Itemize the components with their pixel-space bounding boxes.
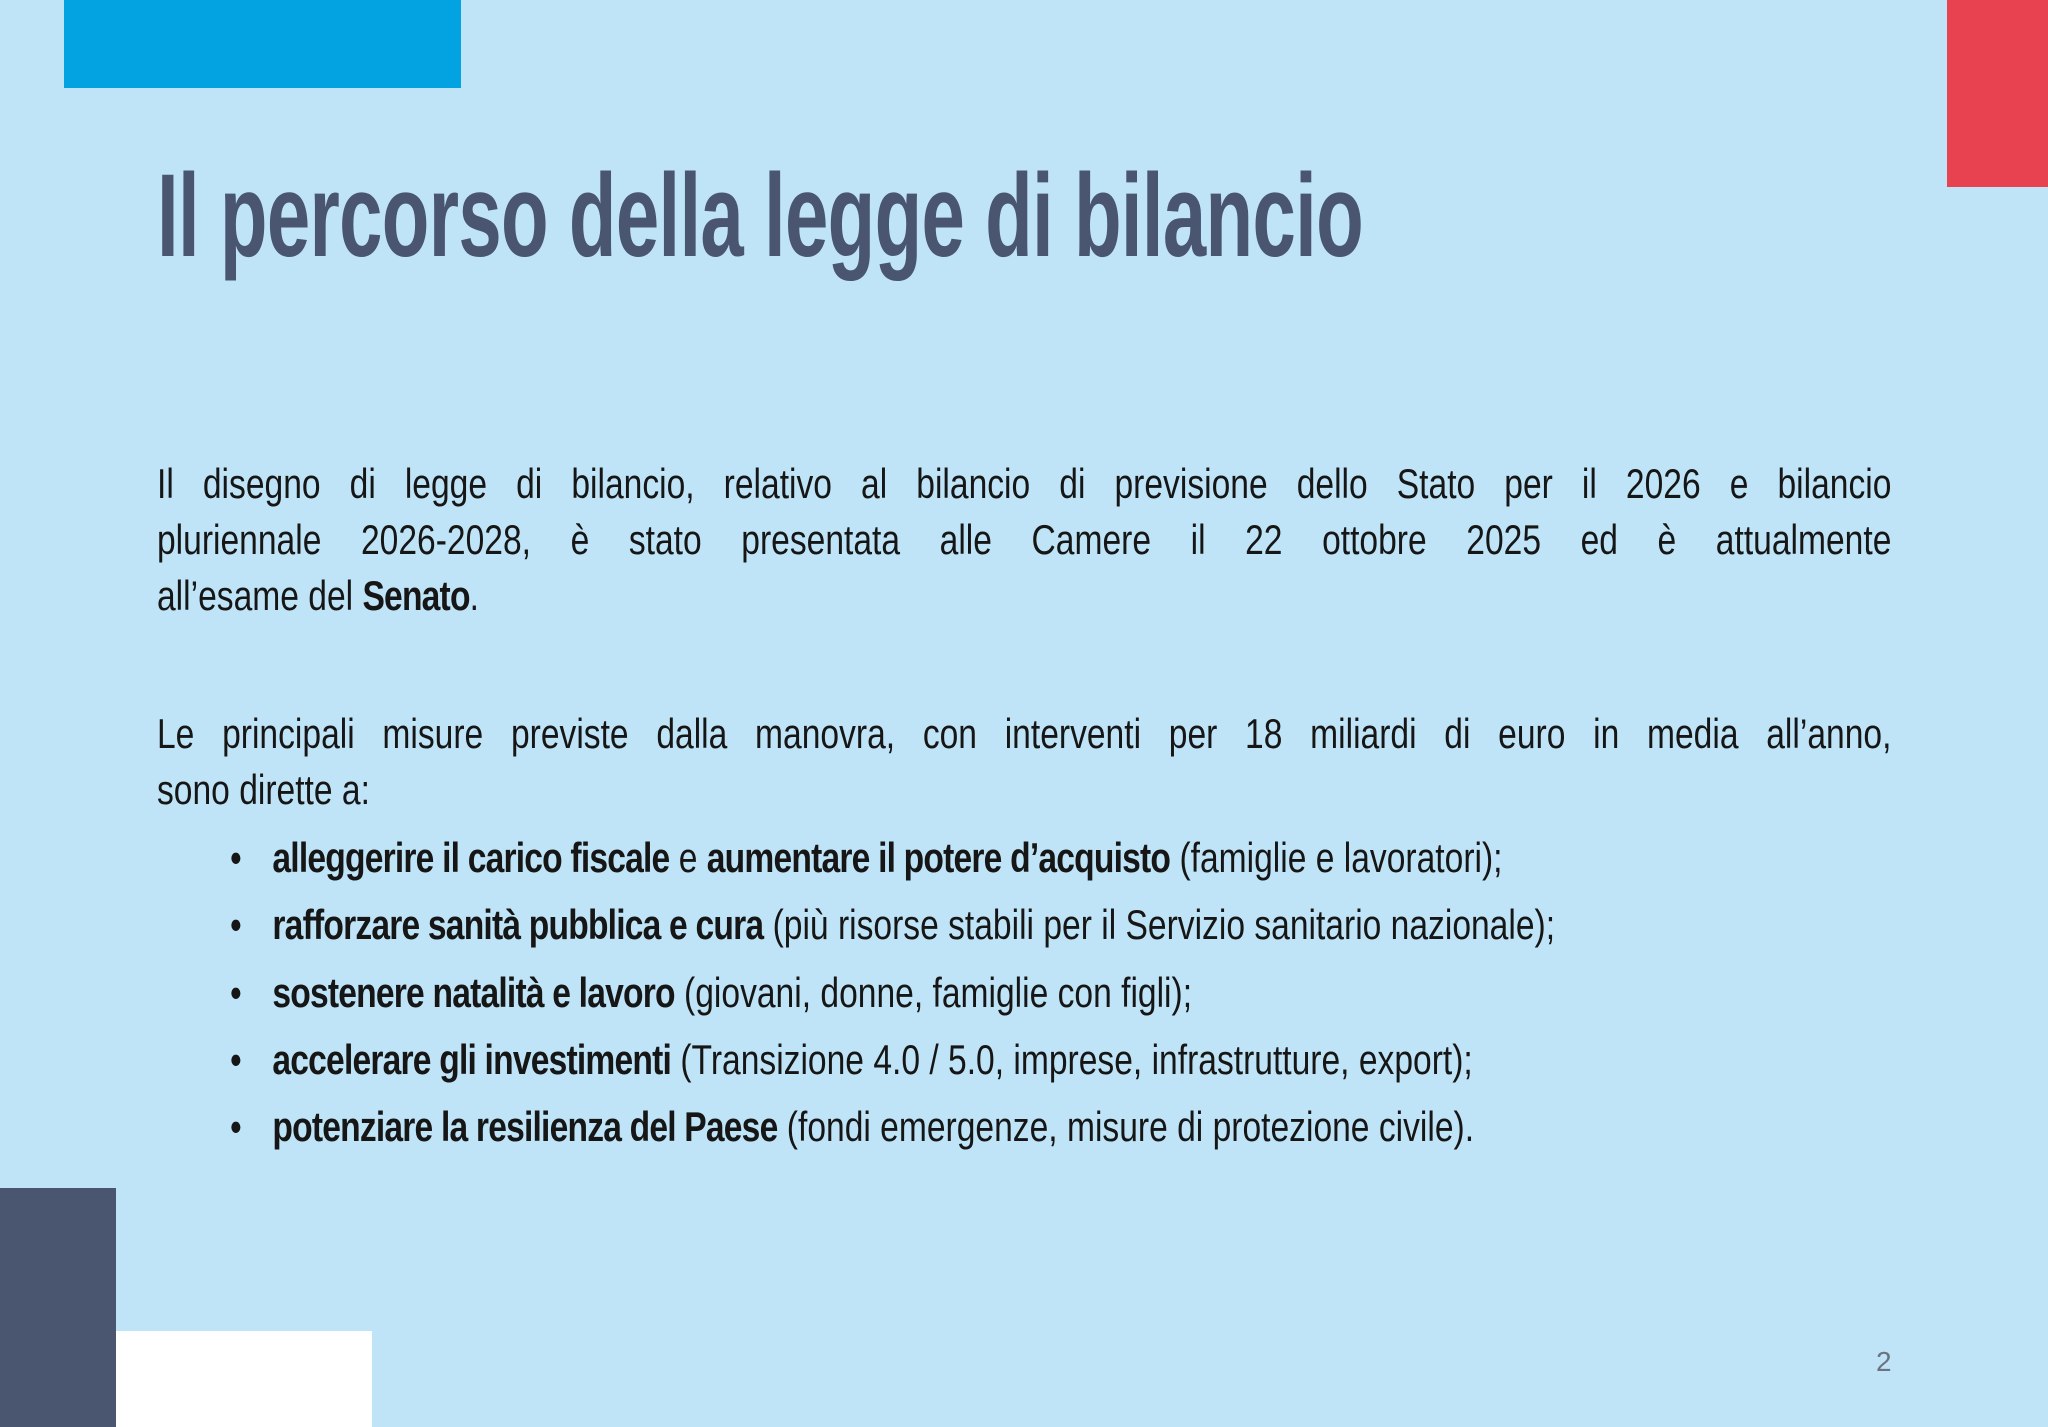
intro-line-3-text: all’esame del: [157, 572, 363, 619]
decor-red-block: [1947, 0, 2048, 187]
item-text: (giovani, donne, famiglie con figli);: [674, 968, 1193, 1016]
measures-line-2: sono dirette a:: [157, 766, 370, 813]
bullet-icon: •: [230, 834, 242, 881]
item-text: e: [669, 834, 707, 881]
intro-line-1: Il disegno di legge di bilancio, relativ…: [157, 460, 1892, 507]
item-bold: potenziare la resilienza del Paese: [272, 1103, 778, 1151]
item-bold: alleggerire il carico fiscale: [272, 834, 670, 881]
item-text: (Transizione 4.0 / 5.0, imprese, infrast…: [671, 1035, 1473, 1083]
measures-list: • alleggerire il carico fiscale e aumenta…: [230, 830, 1555, 1166]
item-bold: accelerare gli investimenti: [272, 1035, 672, 1083]
intro-line-3-end: .: [469, 572, 480, 619]
list-item: • alleggerire il carico fiscale e aumenta…: [230, 830, 1555, 897]
decor-dark-block: [0, 1188, 116, 1427]
intro-paragraph: Il disegno di legge di bilancio, relativ…: [157, 456, 1891, 624]
item-text: (più risorse stabili per il Servizio san…: [763, 901, 1556, 949]
list-item: • accelerare gli investimenti (Transizion…: [230, 1032, 1555, 1099]
bullet-icon: •: [230, 1103, 242, 1151]
bullet-icon: •: [230, 968, 242, 1016]
item-text: (famiglie e lavoratori);: [1170, 834, 1503, 881]
measures-paragraph: Le principali misure previste dalla mano…: [157, 706, 1891, 818]
intro-line-2: pluriennale 2026-2028, è stato presentat…: [157, 516, 1892, 563]
measures-line-1: Le principali misure previste dalla mano…: [157, 710, 1892, 757]
slide-title: Il percorso della legge di bilancio: [157, 150, 1364, 282]
decor-white-block: [116, 1331, 372, 1427]
item-bold: aumentare il potere d’acquisto: [706, 834, 1171, 881]
bullet-icon: •: [230, 1035, 242, 1083]
item-bold: sostenere natalità e lavoro: [272, 968, 675, 1016]
item-bold: rafforzare sanità pubblica e cura: [272, 901, 764, 949]
list-item: • rafforzare sanità pubblica e cura (più …: [230, 897, 1555, 964]
list-item: • potenziare la resilienza del Paese (fon…: [230, 1099, 1555, 1166]
item-text: (fondi emergenze, misure di protezione c…: [777, 1103, 1475, 1151]
page-number: 2: [1876, 1346, 1892, 1377]
list-item: • sostenere natalità e lavoro (giovani, d…: [230, 965, 1555, 1032]
intro-line-3: all’esame del Senato.: [157, 568, 1891, 624]
decor-blue-block: [64, 0, 461, 88]
senato-bold: Senato: [362, 572, 470, 619]
bullet-icon: •: [230, 901, 242, 949]
